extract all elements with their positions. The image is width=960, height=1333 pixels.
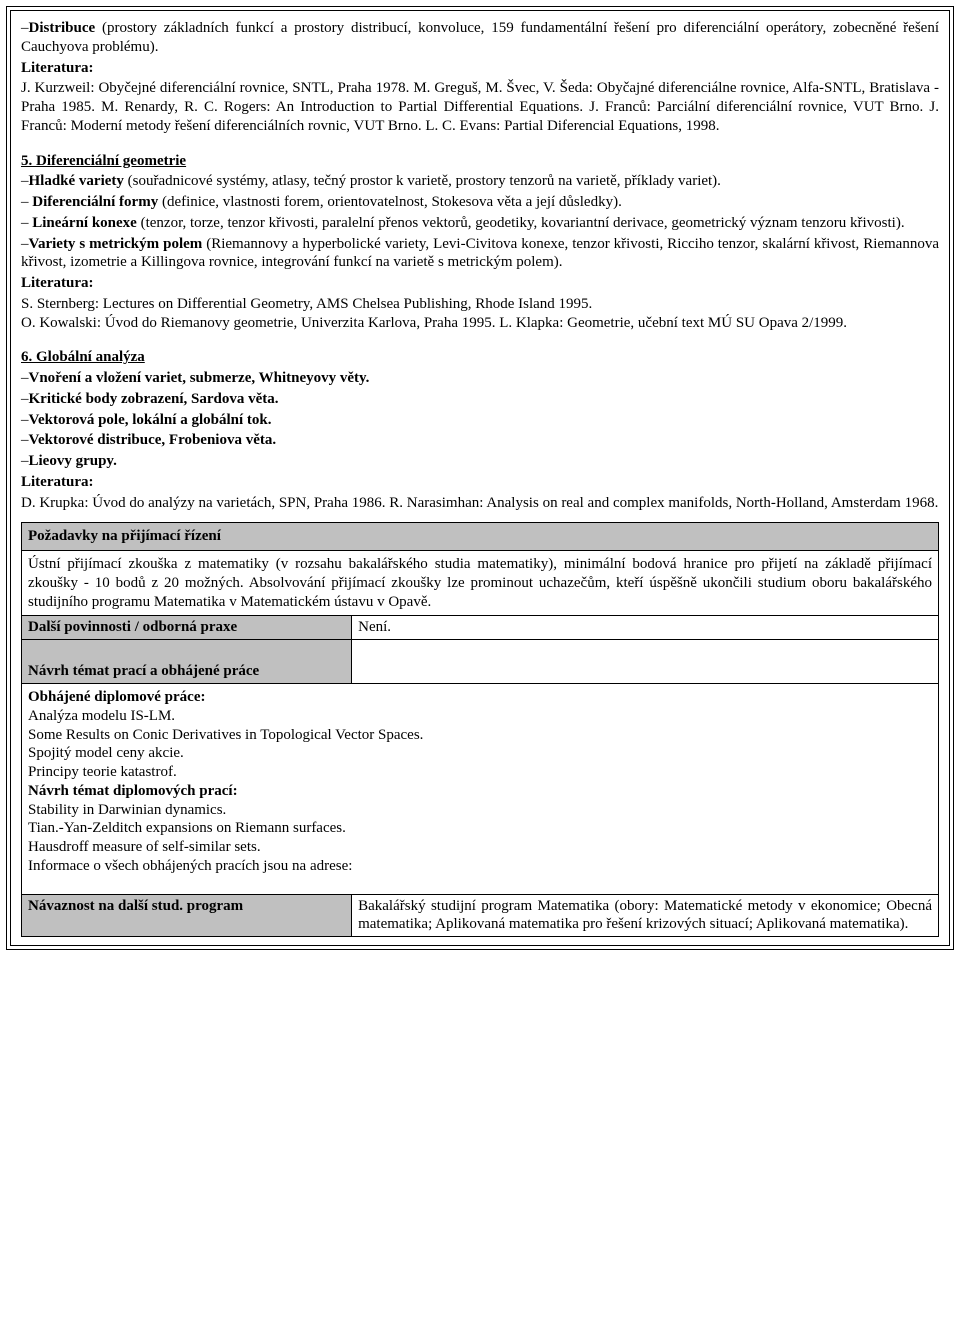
thesis-content-cell: Obhájené diplomové práce: Analýza modelu… [22, 684, 939, 895]
bullet-text: (prostory základních funkcí a prostory d… [21, 20, 939, 55]
bullet-text: (tenzor, torze, tenzor křivosti, paralel… [137, 215, 905, 231]
bullet-label: Hladké variety [29, 173, 124, 189]
section6-title: 6. Globální analýza [21, 348, 939, 367]
bullet-hladke: –Hladké variety (souřadnicové systémy, a… [21, 172, 939, 191]
literature-text: J. Kurzweil: Obyčejné diferenciální rovn… [21, 79, 939, 135]
bullet-text: (definice, vlastnosti forem, orientovate… [158, 194, 622, 210]
proposal-item: Tian.-Yan-Zelditch expansions on Riemann… [28, 819, 932, 838]
bullet-vektorova: –Vektorová pole, lokální a globální tok. [21, 411, 939, 430]
other-duties-label: Další povinnosti / odborná praxe [22, 616, 352, 640]
literature-text: D. Krupka: Úvod do analýzy na varietách,… [21, 494, 939, 513]
bullet-label: Vektorová pole, lokální a globální tok. [29, 412, 272, 428]
bullet-label: Variety s metrickým polem [29, 236, 203, 252]
thesis-label: Návrh témat prací a obhájené práce [22, 640, 352, 684]
bullet-formy: – Diferenciální formy (definice, vlastno… [21, 193, 939, 212]
bullet-variety: –Variety s metrickým polem (Riemannovy a… [21, 235, 939, 273]
bullet-label: Diferenciální formy [32, 194, 158, 210]
defended-item: Spojitý model ceny akcie. [28, 744, 932, 763]
literature-label: Literatura: [21, 473, 939, 492]
other-duties-row: Další povinnosti / odborná praxe Není. [22, 616, 939, 640]
thesis-label-row: Návrh témat prací a obhájené práce [22, 640, 939, 684]
literature-label: Literatura: [21, 274, 939, 293]
inner-frame: –Distribuce (prostory základních funkcí … [10, 10, 950, 946]
literature-label: Literatura: [21, 59, 939, 78]
bullet-kriticke: –Kritické body zobrazení, Sardova věta. [21, 390, 939, 409]
bullet-distribuce: –Distribuce (prostory základních funkcí … [21, 19, 939, 57]
proposal-item: Stability in Darwinian dynamics. [28, 801, 932, 820]
admission-text: Ústní přijímací zkouška z matematiky (v … [22, 551, 939, 616]
defended-item: Some Results on Conic Derivatives in Top… [28, 726, 932, 745]
thesis-empty-cell [352, 640, 939, 684]
bullet-label: Lieovy grupy. [29, 453, 117, 469]
bullet-text: (souřadnicové systémy, atlasy, tečný pro… [124, 173, 721, 189]
bullet-label: Kritické body zobrazení, Sardova věta. [29, 391, 279, 407]
bullet-distribuce2: –Vektorové distribuce, Frobeniova věta. [21, 431, 939, 450]
defended-label: Obhájené diplomové práce: [28, 688, 932, 707]
bullet-lie: –Lieovy grupy. [21, 452, 939, 471]
continuation-value: Bakalářský studijní program Matematika (… [352, 894, 939, 937]
outer-frame: –Distribuce (prostory základních funkcí … [6, 6, 954, 950]
bullet-label: Distribuce [29, 20, 96, 36]
defended-item: Principy teorie katastrof. [28, 763, 932, 782]
section5-title: 5. Diferenciální geometrie [21, 152, 939, 171]
info-table: Požadavky na přijímací řízení Ústní přij… [21, 522, 939, 937]
thesis-content-row: Obhájené diplomové práce: Analýza modelu… [22, 684, 939, 895]
info-text: Informace o všech obhájených pracích jso… [28, 857, 932, 876]
admission-heading-row: Požadavky na přijímací řízení [22, 523, 939, 551]
bullet-vnoreni: –Vnoření a vložení variet, submerze, Whi… [21, 369, 939, 388]
bullet-konexe: – Lineární konexe (tenzor, torze, tenzor… [21, 214, 939, 233]
other-duties-value: Není. [352, 616, 939, 640]
bullet-label: Lineární konexe [32, 215, 137, 231]
bullet-label: Vnoření a vložení variet, submerze, Whit… [29, 370, 370, 386]
admission-heading: Požadavky na přijímací řízení [22, 523, 939, 551]
proposal-item: Hausdroff measure of self-similar sets. [28, 838, 932, 857]
admission-text-row: Ústní přijímací zkouška z matematiky (v … [22, 551, 939, 616]
literature-text: S. Sternberg: Lectures on Differential G… [21, 295, 939, 333]
proposal-label: Návrh témat diplomových prací: [28, 782, 932, 801]
continuation-label: Návaznost na další stud. program [22, 894, 352, 937]
defended-item: Analýza modelu IS-LM. [28, 707, 932, 726]
bullet-label: Vektorové distribuce, Frobeniova věta. [29, 432, 277, 448]
continuation-row: Návaznost na další stud. program Bakalář… [22, 894, 939, 937]
